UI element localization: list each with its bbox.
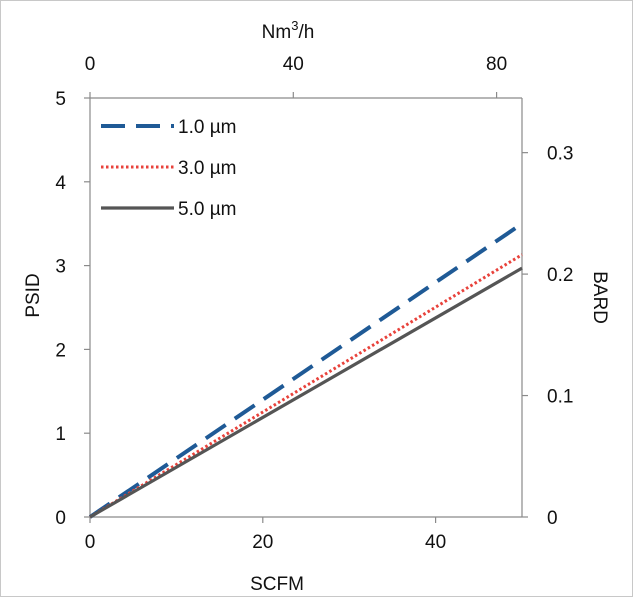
series-line-1	[88, 222, 524, 519]
chart-legend: 1.0 µm 3.0 µm 5.0 µm	[101, 117, 236, 220]
x2-axis-title: Nm3/h	[262, 18, 315, 43]
x2-axis-title-tail: /h	[298, 22, 314, 43]
x2-axis-title-base: Nm	[262, 22, 292, 43]
x-tick-label: 20	[252, 532, 273, 553]
legend-label-1: 1.0 µm	[178, 117, 236, 138]
x2-tick-label: 40	[283, 54, 304, 75]
x2-tick-label: 0	[85, 54, 96, 75]
x2-tick-label: 80	[486, 54, 507, 75]
series-line-3	[89, 266, 523, 519]
x-tick-label: 40	[425, 532, 446, 553]
legend-label-2: 3.0 µm	[178, 158, 236, 179]
x-axis-title: SCFM	[250, 574, 304, 595]
y2-tick-label: 0.2	[547, 265, 573, 286]
legend-label-3: 5.0 µm	[178, 199, 236, 220]
y-tick-label: 1	[55, 424, 66, 445]
series-layer	[88, 222, 524, 519]
series-line-2	[89, 253, 523, 519]
y-tick-label: 5	[55, 89, 66, 110]
y2-tick-label: 0	[547, 508, 558, 529]
chart-axes	[84, 92, 528, 523]
y-tick-label: 3	[55, 257, 66, 278]
x2-axis-title-sup: 3	[291, 18, 298, 33]
x-tick-label: 0	[85, 532, 96, 553]
y2-tick-label: 0.1	[547, 387, 573, 408]
y2-tick-label: 0.3	[547, 144, 573, 165]
y-tick-label: 0	[55, 508, 66, 529]
y-axis-title: PSID	[23, 273, 44, 317]
y2-axis-title: BARD	[589, 271, 610, 324]
y-tick-label: 4	[55, 173, 66, 194]
y-tick-label: 2	[55, 340, 66, 361]
